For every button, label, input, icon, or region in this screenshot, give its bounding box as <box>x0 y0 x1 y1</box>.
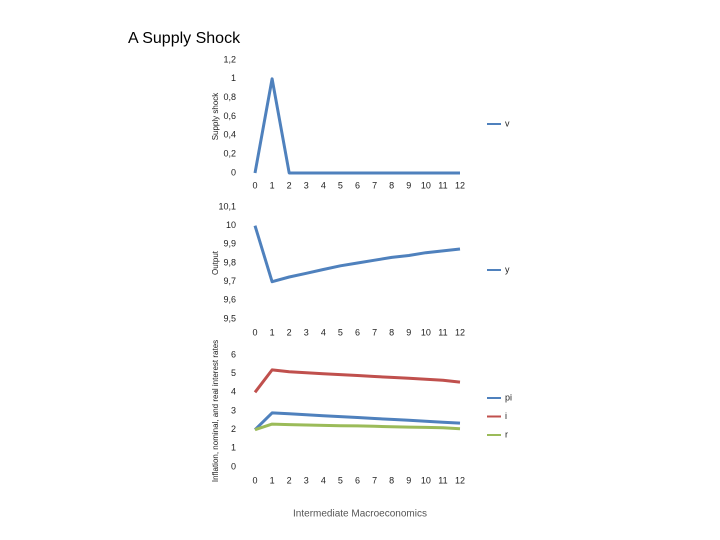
y-tick-label: 9,7 <box>223 276 236 286</box>
y-tick-label: 0,6 <box>223 111 236 121</box>
x-tick-label: 11 <box>438 180 447 190</box>
y-tick-label: 9,6 <box>223 295 236 305</box>
y-tick-label: 9,9 <box>223 239 236 249</box>
x-tick-label: 3 <box>304 180 309 190</box>
x-tick-label: 8 <box>389 180 394 190</box>
x-tick-label: 11 <box>438 475 447 485</box>
legend-label: v <box>505 118 510 128</box>
x-tick-label: 11 <box>438 327 447 337</box>
series-line <box>253 368 461 394</box>
y-tick-label: 0,2 <box>223 149 236 159</box>
slide-title: A Supply Shock <box>128 30 241 47</box>
y-tick-label: 9,8 <box>223 257 236 267</box>
x-tick-label: 7 <box>372 180 377 190</box>
y-tick-label: 0,4 <box>223 130 236 140</box>
y-tick-label: 0 <box>231 461 236 471</box>
y-tick-label: 4 <box>231 387 236 397</box>
y-tick-label: 9,5 <box>223 313 236 323</box>
x-tick-label: 4 <box>321 180 326 190</box>
y-tick-label: 1 <box>231 73 236 83</box>
series-line <box>253 225 461 284</box>
y-tick-label: 10,1 <box>218 201 236 211</box>
y-tick-label: 1,2 <box>223 54 236 64</box>
x-tick-label: 8 <box>389 475 394 485</box>
x-tick-label: 8 <box>389 327 394 337</box>
y-tick-label: 0,8 <box>223 92 236 102</box>
x-tick-label: 1 <box>270 327 275 337</box>
x-tick-label: 10 <box>421 475 431 485</box>
legend-label: y <box>505 264 510 274</box>
y-tick-label: 6 <box>231 349 236 359</box>
y-tick-label: 1 <box>231 443 236 453</box>
x-tick-label: 12 <box>455 180 465 190</box>
x-tick-label: 2 <box>287 327 292 337</box>
x-tick-label: 3 <box>304 327 309 337</box>
x-tick-label: 9 <box>406 327 411 337</box>
x-tick-label: 6 <box>355 327 360 337</box>
y-axis-title: Output <box>211 250 220 275</box>
x-tick-label: 1 <box>270 475 275 485</box>
x-tick-label: 2 <box>287 475 292 485</box>
x-tick-label: 9 <box>406 475 411 485</box>
x-tick-label: 7 <box>372 327 377 337</box>
x-tick-label: 12 <box>455 475 465 485</box>
legend-label: i <box>505 411 507 421</box>
y-tick-label: 10 <box>226 220 236 230</box>
footer: Intermediate Macroeconomics <box>293 509 427 520</box>
y-tick-label: 0 <box>231 167 236 177</box>
x-tick-label: 10 <box>421 180 431 190</box>
y-tick-label: 5 <box>231 368 236 378</box>
x-tick-label: 10 <box>421 327 431 337</box>
series-line <box>254 422 461 432</box>
legend-label: r <box>505 429 508 439</box>
x-tick-label: 9 <box>406 180 411 190</box>
x-tick-label: 5 <box>338 327 343 337</box>
x-tick-label: 1 <box>270 180 275 190</box>
x-tick-label: 2 <box>287 180 292 190</box>
y-axis-title: Supply shock <box>211 92 220 141</box>
x-tick-label: 3 <box>304 475 309 485</box>
x-tick-label: 5 <box>338 180 343 190</box>
y-axis-title: Inflation, nominal, and real interest ra… <box>211 340 220 482</box>
x-tick-label: 0 <box>252 180 257 190</box>
series-line <box>253 411 461 431</box>
x-tick-label: 0 <box>252 327 257 337</box>
x-tick-label: 4 <box>321 327 326 337</box>
x-tick-label: 0 <box>252 475 257 485</box>
x-tick-label: 6 <box>355 475 360 485</box>
x-tick-label: 7 <box>372 475 377 485</box>
x-tick-label: 4 <box>321 475 326 485</box>
x-tick-label: 12 <box>455 327 465 337</box>
x-tick-label: 5 <box>338 475 343 485</box>
y-tick-label: 3 <box>231 405 236 415</box>
x-tick-label: 6 <box>355 180 360 190</box>
y-tick-label: 2 <box>231 424 236 434</box>
legend-label: pi <box>505 392 512 402</box>
series-line <box>253 77 460 175</box>
